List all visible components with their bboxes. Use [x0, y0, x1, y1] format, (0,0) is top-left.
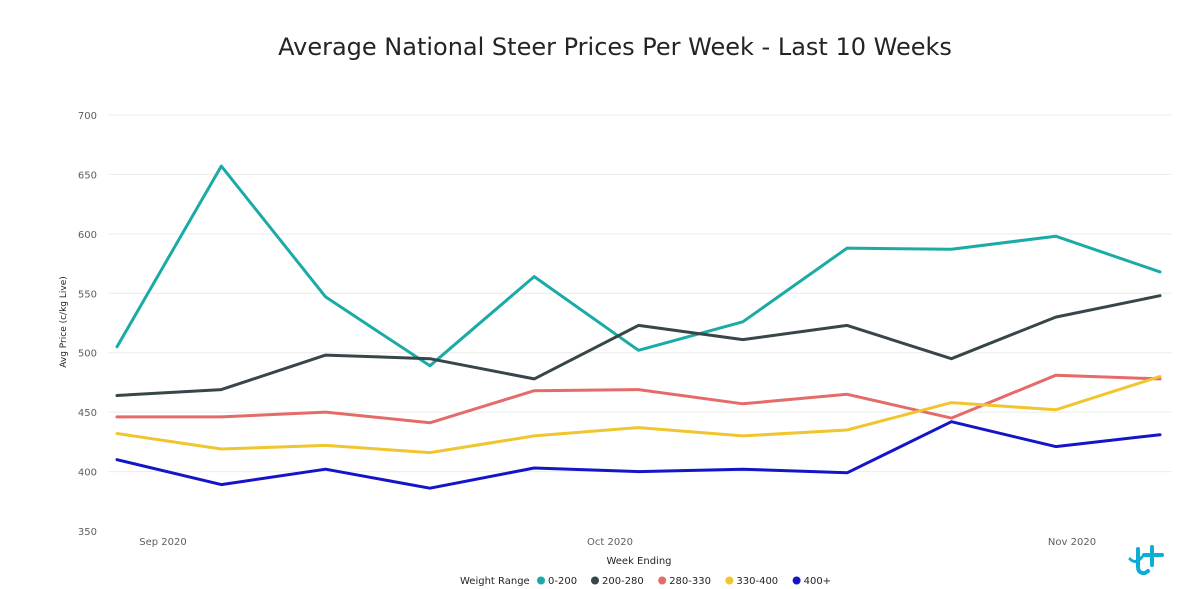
- y-tick-label: 650: [78, 170, 97, 181]
- gridlines: [108, 114, 1172, 473]
- x-axis-ticks: Sep 2020 Oct 2020 Nov 2020: [139, 537, 1096, 548]
- y-axis-ticks: 350 400 450 500 550 600 650 700: [78, 111, 97, 538]
- legend-marker-0-200: [537, 576, 545, 585]
- legend-label-330-400: 330-400: [736, 576, 778, 587]
- y-tick-label: 600: [78, 230, 97, 241]
- series-line-280-330: [115, 373, 1162, 425]
- legend-marker-330-400: [725, 576, 734, 585]
- series-line-400+: [115, 420, 1162, 490]
- y-tick-label: 700: [78, 111, 97, 122]
- y-tick-label: 500: [78, 349, 97, 360]
- logo-icon: [1128, 545, 1164, 576]
- y-axis-label: Avg Price (c/kg Live): [59, 276, 69, 368]
- legend-label-400+: 400+: [804, 576, 831, 587]
- x-tick-label: Oct 2020: [587, 537, 633, 548]
- series-lines: [115, 164, 1162, 490]
- chart-title: Average National Steer Prices Per Week -…: [278, 33, 952, 61]
- legend-marker-200-280: [591, 576, 599, 585]
- y-tick-label: 450: [78, 408, 97, 419]
- legend-marker-400+: [792, 576, 801, 585]
- series-line-330-400: [115, 375, 1162, 455]
- legend-label-280-330: 280-330: [669, 576, 711, 587]
- y-tick-label: 550: [78, 289, 97, 300]
- legend-label-200-280: 200-280: [602, 576, 644, 587]
- series-line-0-200: [115, 164, 1162, 368]
- y-tick-label: 350: [78, 527, 97, 538]
- legend-title: Weight Range: [460, 576, 530, 587]
- x-tick-label: Nov 2020: [1048, 537, 1096, 548]
- y-tick-label: 400: [78, 468, 97, 479]
- legend-marker-280-330: [658, 576, 667, 585]
- legend-label-0-200: 0-200: [548, 576, 577, 587]
- legend: Weight Range 0-200 200-280 280-330 330-400 4…: [460, 576, 831, 587]
- series-line-200-280: [115, 294, 1162, 397]
- x-tick-label: Sep 2020: [139, 537, 186, 548]
- x-axis-label: Week Ending: [606, 556, 671, 567]
